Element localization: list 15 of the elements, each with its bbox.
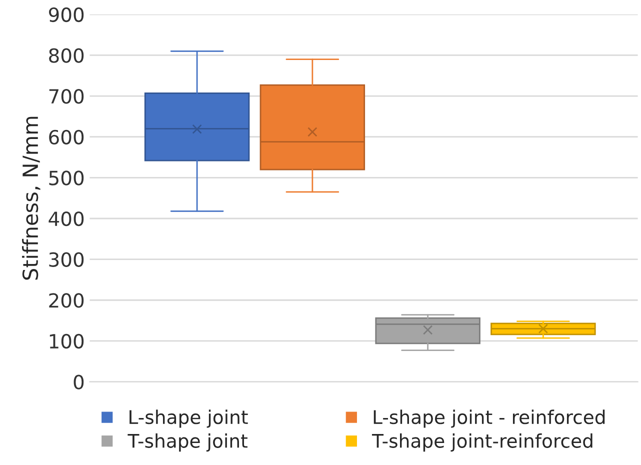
y-tick-label: 900 (48, 7, 84, 22)
y-tick-label: 800 (49, 48, 84, 63)
y-tick-label: 300 (49, 252, 84, 267)
legend-label: T-shape joint (128, 433, 248, 452)
y-tick-label: 400 (48, 211, 84, 226)
legend-label: L-shape joint (130, 410, 248, 428)
y-tick-label: 700 (49, 89, 84, 104)
y-axis-title: Stiffness, N/mm (22, 116, 40, 280)
y-tick-label: 200 (49, 293, 84, 308)
y-tick-label: 600 (49, 130, 84, 145)
y-tick-label: 100 (50, 334, 84, 349)
legend-label: T-shape joint-reinforced (372, 433, 592, 452)
y-tick-label: 500 (49, 170, 84, 186)
y-tick-label: 0 (74, 374, 84, 390)
legend-label: L-shape joint - reinforced (374, 410, 605, 428)
